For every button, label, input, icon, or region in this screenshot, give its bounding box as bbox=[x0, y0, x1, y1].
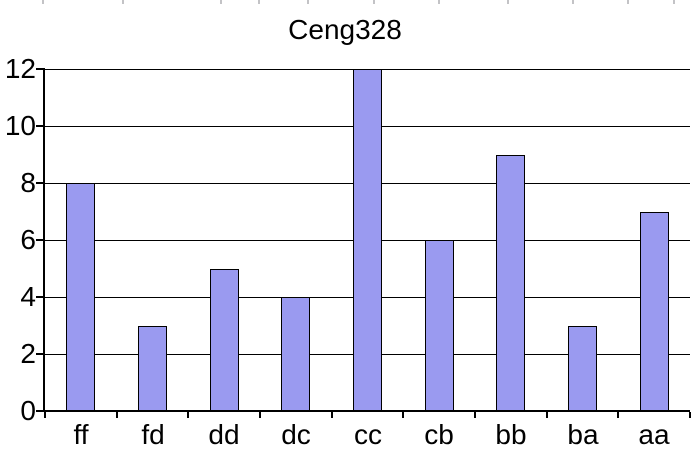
x-tick-1 bbox=[116, 412, 118, 418]
bar-cb bbox=[425, 240, 454, 411]
chart-title: Ceng328 bbox=[288, 14, 402, 45]
top-edge-artifact-5 bbox=[373, 0, 375, 4]
bar-aa bbox=[640, 212, 669, 411]
top-edge-artifact-10 bbox=[673, 0, 675, 4]
bar-dc bbox=[281, 297, 310, 411]
x-label-fd: fd bbox=[141, 419, 165, 450]
top-edge-artifact-1 bbox=[122, 0, 124, 4]
x-label-aa: aa bbox=[638, 419, 670, 450]
x-label-dc: dc bbox=[281, 419, 311, 450]
y-tick-8 bbox=[36, 182, 44, 184]
top-edge-artifact-8 bbox=[572, 0, 574, 4]
x-tick-6 bbox=[474, 412, 476, 418]
bar-fd bbox=[138, 326, 167, 411]
x-label-cb: cb bbox=[424, 419, 454, 450]
top-edge-artifact-9 bbox=[627, 0, 629, 4]
y-tick-label-4: 4 bbox=[20, 281, 36, 312]
bar-dd bbox=[210, 269, 239, 411]
x-label-dd: dd bbox=[208, 419, 240, 450]
x-tick-9 bbox=[689, 412, 691, 418]
y-tick-label-12: 12 bbox=[4, 53, 36, 84]
y-tick-label-6: 6 bbox=[20, 224, 36, 255]
x-tick-0 bbox=[44, 412, 46, 418]
y-tick-label-0: 0 bbox=[20, 395, 36, 426]
x-tick-5 bbox=[402, 412, 404, 418]
x-label-ba: ba bbox=[567, 419, 599, 450]
x-tick-2 bbox=[187, 412, 189, 418]
top-edge-artifact-3 bbox=[258, 0, 260, 4]
y-tick-6 bbox=[36, 239, 44, 241]
y-tick-4 bbox=[36, 296, 44, 298]
top-edge-artifact-7 bbox=[507, 0, 509, 4]
x-tick-8 bbox=[617, 412, 619, 418]
bar-ff bbox=[66, 183, 95, 411]
top-edge-artifact-2 bbox=[220, 0, 222, 4]
top-edge-artifact-0 bbox=[42, 0, 44, 4]
bar-ba bbox=[568, 326, 597, 411]
top-edge-artifact-4 bbox=[307, 0, 309, 4]
y-tick-label-2: 2 bbox=[20, 338, 36, 369]
y-tick-label-8: 8 bbox=[20, 167, 36, 198]
x-tick-7 bbox=[546, 412, 548, 418]
y-tick-10 bbox=[36, 125, 44, 127]
y-axis-line bbox=[43, 68, 45, 412]
bar-bb bbox=[496, 155, 525, 411]
y-tick-12 bbox=[36, 68, 44, 70]
x-axis-line bbox=[43, 410, 690, 412]
bar-cc bbox=[353, 69, 382, 411]
y-tick-0 bbox=[36, 410, 44, 412]
x-label-bb: bb bbox=[495, 419, 527, 450]
top-edge-artifact-6 bbox=[438, 0, 440, 4]
x-tick-3 bbox=[259, 412, 261, 418]
y-tick-2 bbox=[36, 353, 44, 355]
x-label-cc: cc bbox=[354, 419, 382, 450]
y-tick-label-10: 10 bbox=[4, 110, 36, 141]
x-label-ff: ff bbox=[73, 419, 89, 450]
x-tick-4 bbox=[331, 412, 333, 418]
